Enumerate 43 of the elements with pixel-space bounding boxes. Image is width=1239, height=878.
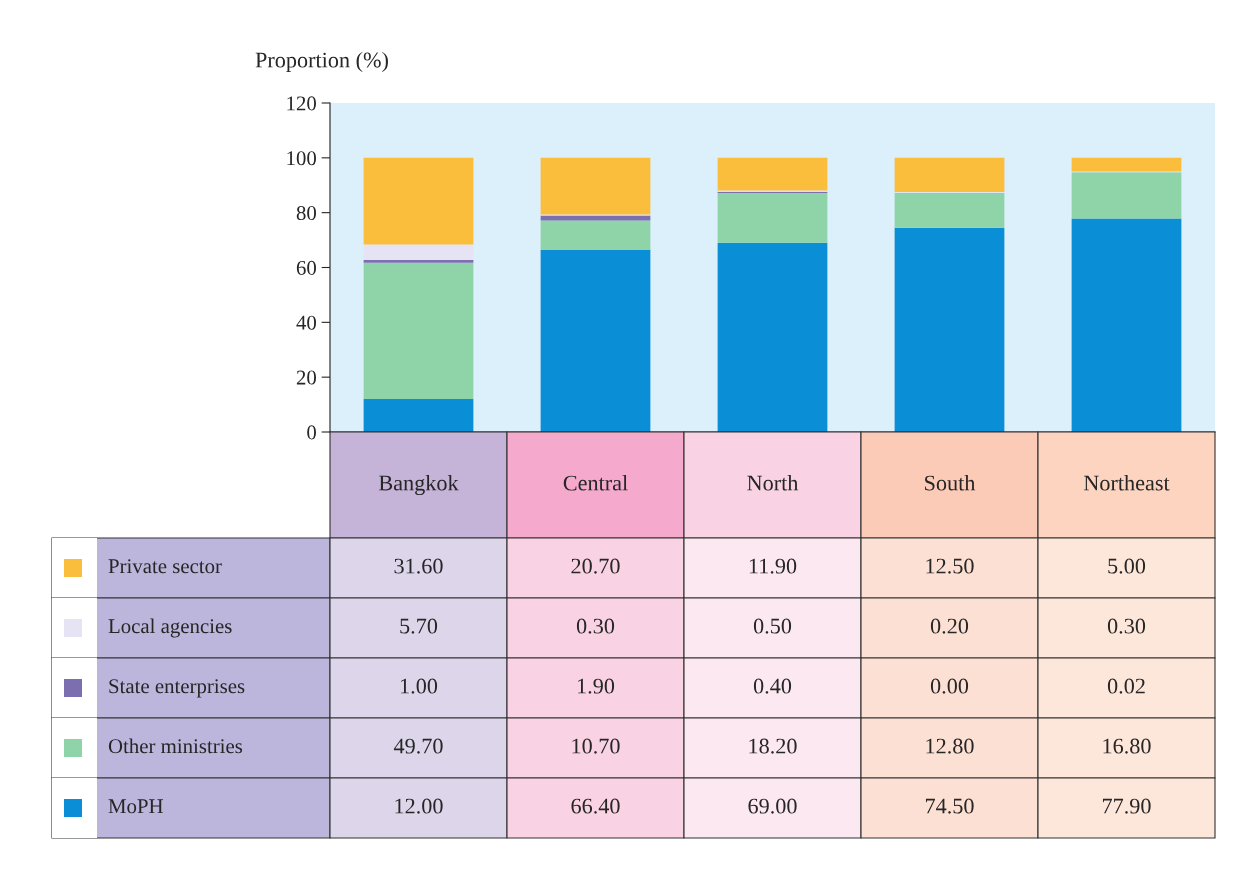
y-tick-label: 100 <box>287 151 317 166</box>
data-label: 69.00 <box>748 798 797 814</box>
y-tick-label: 120 <box>287 96 317 111</box>
y-tick-label: 40 <box>296 315 317 330</box>
y-tick-label: 80 <box>296 206 317 221</box>
data-label: 0.50 <box>753 618 792 634</box>
x-tick-label: Northeast <box>1083 474 1170 491</box>
legend-label: Other ministries <box>108 738 243 754</box>
data-label: 5.00 <box>1108 558 1146 574</box>
data-label: 5.70 <box>400 618 438 634</box>
data-label: 20.70 <box>571 558 620 574</box>
data-label: 0.40 <box>753 678 792 694</box>
data-label: 1.00 <box>401 678 438 694</box>
x-tick-label: Bangkok <box>379 474 459 496</box>
data-label: 0.00 <box>930 678 969 694</box>
legend-label: MoPH <box>108 799 163 814</box>
y-tick-label: 60 <box>296 260 317 275</box>
data-label: 0.30 <box>1107 618 1146 634</box>
data-label: 18.20 <box>749 738 797 754</box>
x-tick-label: Central <box>563 474 628 491</box>
y-axis-title: Proportion (%) <box>255 51 388 73</box>
data-label: 12.00 <box>395 798 443 814</box>
data-label: 16.80 <box>1103 738 1151 754</box>
data-label: 12.50 <box>926 558 974 574</box>
y-tick-label: 20 <box>296 370 317 385</box>
y-tick-label: 0 <box>307 425 317 440</box>
legend-label: State enterprises <box>109 679 245 698</box>
x-tick-label: South <box>925 474 976 491</box>
data-label: 12.80 <box>926 738 974 754</box>
data-label: 49.70 <box>393 738 443 754</box>
legend-label: Local agencies <box>108 618 232 638</box>
data-label: 77.90 <box>1102 798 1151 814</box>
data-label: 1.90 <box>578 678 615 694</box>
legend-label: Private sector <box>108 559 222 574</box>
data-label: 31.60 <box>394 558 443 574</box>
data-label: 11.90 <box>749 558 797 574</box>
data-label: 74.50 <box>925 798 974 814</box>
data-label: 0.30 <box>576 618 615 634</box>
data-label: 10.70 <box>572 738 620 754</box>
data-label: 66.40 <box>571 798 620 814</box>
data-label: 0.02 <box>1107 678 1145 694</box>
x-tick-label: North <box>747 474 799 491</box>
data-label: 0.20 <box>930 618 969 634</box>
